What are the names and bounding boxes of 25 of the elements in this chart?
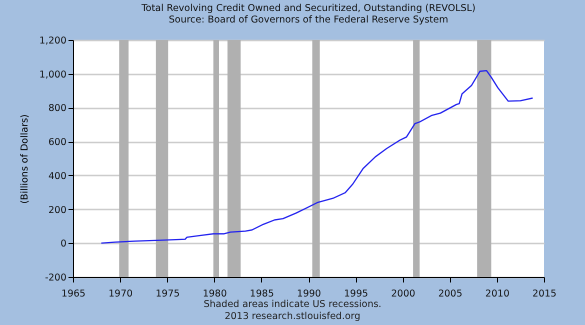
y-tick-label: 400 bbox=[48, 170, 66, 182]
y-tick-label: 800 bbox=[48, 103, 66, 114]
y-tick-label: 1,200 bbox=[39, 36, 66, 46]
y-axis-title: (Billions of Dollars) bbox=[19, 114, 30, 204]
y-tick-label: 200 bbox=[48, 204, 66, 216]
x-tick-label: 1970 bbox=[108, 288, 133, 300]
x-tick-label: 1965 bbox=[61, 288, 86, 300]
y-tick-label: 600 bbox=[48, 137, 66, 148]
text: 2013 research.stlouisfed.org bbox=[224, 311, 362, 323]
x-tick-label: 2005 bbox=[438, 288, 462, 300]
x-tick-label: 1975 bbox=[156, 288, 180, 300]
y-tick-label: 0 bbox=[60, 238, 66, 250]
x-tick-label: 2010 bbox=[485, 288, 510, 300]
x-tick-label: 2015 bbox=[532, 288, 557, 300]
x-tick-label: 2000 bbox=[391, 288, 416, 300]
x-tick-label: 1995 bbox=[344, 288, 368, 300]
x-tick-label: 1990 bbox=[296, 288, 322, 300]
y-tick-label: -200 bbox=[44, 272, 66, 284]
text: Shaded areas indicate US recessions. bbox=[202, 299, 382, 311]
x-tick-label: 1985 bbox=[250, 288, 274, 300]
chart-subtitle: Source: Board of Governors of the Federal Reserve System bbox=[168, 14, 448, 26]
y-tick-label: 1,000 bbox=[39, 69, 66, 80]
x-tick-label: 1980 bbox=[202, 288, 227, 300]
line-series bbox=[100, 70, 534, 244]
chart-title: Total Revolving Credit Owned and Securitized, Outstanding (REVOLSL) bbox=[140, 3, 476, 14]
